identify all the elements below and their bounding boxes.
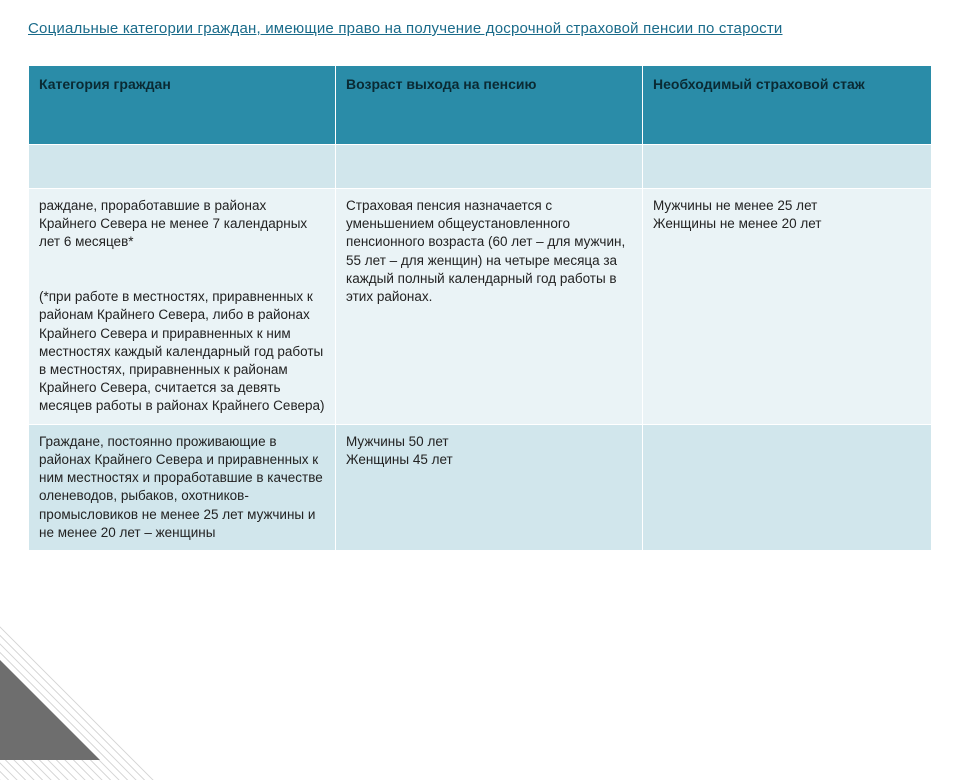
col-header-age: Возраст выхода на пенсию <box>336 66 643 145</box>
slide-title: Социальные категории граждан, имеющие пр… <box>28 20 932 37</box>
col-header-category: Категория граждан <box>29 66 336 145</box>
cell-age: Страховая пенсия назначается с уменьшени… <box>336 189 643 425</box>
table-spacer-row <box>29 145 932 189</box>
cell-experience <box>643 424 932 550</box>
col-header-experience: Необходимый страховой стаж <box>643 66 932 145</box>
cell-category: раждане, проработавшие в районах Крайнег… <box>29 189 336 425</box>
table-row: Граждане, постоянно проживающие в района… <box>29 424 932 550</box>
cell-experience: Мужчины не менее 25 летЖенщины не менее … <box>643 189 932 425</box>
cell-category: Граждане, постоянно проживающие в района… <box>29 424 336 550</box>
table-header-row: Категория граждан Возраст выхода на пенс… <box>29 66 932 145</box>
pension-table: Категория граждан Возраст выхода на пенс… <box>28 65 932 551</box>
cell-age: Мужчины 50 летЖенщины 45 лет <box>336 424 643 550</box>
table-row: раждане, проработавшие в районах Крайнег… <box>29 189 932 425</box>
